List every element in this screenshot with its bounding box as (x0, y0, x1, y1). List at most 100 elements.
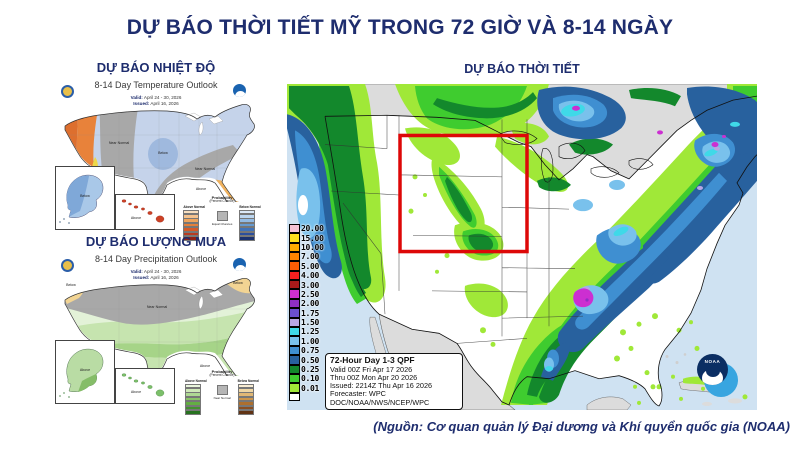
qpf-scale-row: 0.50 (289, 355, 324, 365)
qpf-scale-value: 4.00 (301, 271, 320, 281)
qpf-scale-swatch (289, 317, 300, 328)
qpf-map: 20.00 15.00 10.00 7.00 (287, 84, 757, 410)
legend-swatch (185, 405, 202, 411)
legend-swatch (239, 218, 256, 224)
legend-swatch (239, 235, 256, 241)
alaska-inset-precipitation: Above (55, 340, 115, 404)
legend-swatch (239, 214, 256, 219)
qpf-scale-swatch (289, 280, 300, 290)
source-note: (Nguồn: Cơ quan quản lý Đại dương và Khí… (373, 419, 790, 434)
legend-swatch (183, 235, 200, 241)
temperature-conus-map (64, 104, 255, 202)
qpf-scale-swatch (289, 270, 300, 281)
precip-label-alaska: Above (79, 368, 91, 373)
temp-label-alaska: Below (80, 194, 90, 199)
near-normal-swatch (216, 384, 228, 395)
legend-swatch (183, 231, 200, 237)
noaa-logo-dark-circle: NOAA (697, 354, 728, 385)
temperature-outlook-panel: DỰ BÁO NHIỆT ĐỘ 8-14 Day Temperature Out… (45, 60, 267, 241)
qpf-scale-value: 7.00 (301, 252, 320, 262)
temperature-panel-heading: DỰ BÁO NHIỆT ĐỘ (96, 60, 216, 75)
qpf-scale-swatch (289, 242, 300, 252)
legend-swatch (237, 396, 254, 402)
qpf-scale-swatch (289, 327, 300, 337)
legend-header: Probability (211, 195, 233, 200)
qpf-scale-row: 20.00 (289, 223, 324, 234)
temp-label-near-east: Near Normal (194, 167, 216, 172)
qpf-scale-value: 0.01 (301, 383, 320, 393)
legend-swatch (185, 392, 202, 398)
qpf-scale-row: 15.00 (289, 233, 324, 243)
qpf-scale-value: 10.00 (301, 242, 324, 252)
qpf-info-line: Forecaster: WPC (330, 389, 386, 399)
qpf-scale-row: 0.01 (289, 383, 324, 393)
commerce-seal-icon (61, 85, 74, 98)
issued-value: April 16, 2026 (150, 274, 179, 280)
qpf-scale-row: 0.75 (289, 345, 324, 356)
legend-swatch (237, 383, 254, 389)
qpf-scale-value: 2.50 (301, 289, 320, 299)
qpf-scale-value: 0.75 (301, 346, 320, 356)
legend-swatch (185, 401, 202, 406)
qpf-scale-swatch (289, 289, 300, 299)
legend-swatch (185, 396, 202, 402)
legend-swatch (185, 383, 202, 389)
temperature-map-card: 8-14 Day Temperature Outlook Valid: Apri… (45, 76, 267, 241)
qpf-scale-value: 1.00 (301, 336, 320, 346)
qpf-scale-row: 0.25 (289, 364, 324, 374)
qpf-color-scale: 20.00 15.00 10.00 7.00 (289, 223, 324, 401)
qpf-scale-row: 3.00 (289, 280, 324, 290)
precip-label-below-ne: Below (233, 281, 243, 286)
precipitation-valid-line: Valid: April 24 - 30, 2026 (45, 269, 267, 274)
legend-above-column: Above Normal (185, 379, 207, 415)
qpf-scale-row: 4.00 (289, 270, 324, 281)
qpf-scale-row: 1.50 (289, 317, 324, 328)
qpf-info-line: Thru 00Z Mon Apr 20 2026 (330, 372, 418, 382)
qpf-scale-swatch (289, 355, 300, 365)
qpf-scale-row: 2.00 (289, 298, 324, 309)
qpf-panel-heading: DỰ BÁO THỜI TIẾT (464, 62, 580, 76)
qpf-scale-swatch (289, 308, 300, 318)
issued-label: Issued: (133, 274, 150, 280)
qpf-scale-swatch (289, 251, 300, 262)
temp-label-near-west: Near Normal (108, 141, 130, 146)
qpf-map-canvas (287, 84, 757, 410)
qpf-scale-swatch (289, 345, 300, 356)
legend-middle: Equal Chances (212, 205, 232, 226)
temp-label-above-nw: Above (81, 110, 93, 115)
legend-below-column: Below Normal (237, 379, 259, 415)
noaa-logo-icon (233, 84, 246, 97)
page-title: DỰ BÁO THỜI TIẾT MỸ TRONG 72 GIỜ VÀ 8-14… (126, 16, 674, 39)
equal-chances-swatch (216, 210, 228, 221)
precipitation-legend: Probability (Percent Chance) Above Norma… (181, 369, 263, 415)
valid-label: Valid: (130, 269, 143, 274)
qpf-info-title: 72-Hour Day 1-3 QPF (330, 355, 415, 365)
legend-swatch (183, 214, 200, 219)
qpf-info-box: 72-Hour Day 1-3 QPF Valid 00Z Fri Apr 17… (325, 353, 463, 410)
qpf-scale-swatch (289, 233, 300, 243)
qpf-info-line: DOC/NOAA/NWS/NCEP/WPC (330, 397, 430, 407)
qpf-scale-row: 1.00 (289, 336, 324, 346)
qpf-info-lines: Valid 00Z Fri Apr 17 2026 Thru 00Z Mon Ap… (330, 364, 458, 407)
qpf-scale-swatch (289, 364, 300, 374)
issued-value: April 16, 2026 (150, 100, 179, 106)
qpf-scale-value: 5.00 (301, 261, 320, 271)
legend-swatch (239, 231, 256, 237)
legend-middle: Near Normal (214, 379, 231, 400)
qpf-scale-value: 1.50 (301, 318, 320, 328)
qpf-scale-row: 1.75 (289, 308, 324, 318)
qpf-scale-value: 2.00 (301, 299, 320, 309)
legend-swatch (237, 409, 254, 415)
qpf-scale-swatch (289, 223, 300, 234)
qpf-info-line: Valid 00Z Fri Apr 17 2026 (330, 364, 413, 374)
valid-value: April 24 - 30, 2026 (143, 95, 182, 100)
precipitation-panel-heading: DỰ BÁO LƯỢNG MƯA (85, 234, 227, 249)
qpf-scale-row: 7.00 (289, 251, 324, 262)
valid-value: April 24 - 30, 2026 (143, 269, 182, 274)
legend-swatch (237, 388, 254, 393)
precipitation-map-title: 8-14 Day Precipitation Outlook (94, 254, 218, 264)
commerce-seal-icon (61, 259, 74, 272)
qpf-scale-row: 5.00 (289, 261, 324, 271)
temperature-issued-line: Issued: April 16, 2026 (45, 101, 267, 106)
